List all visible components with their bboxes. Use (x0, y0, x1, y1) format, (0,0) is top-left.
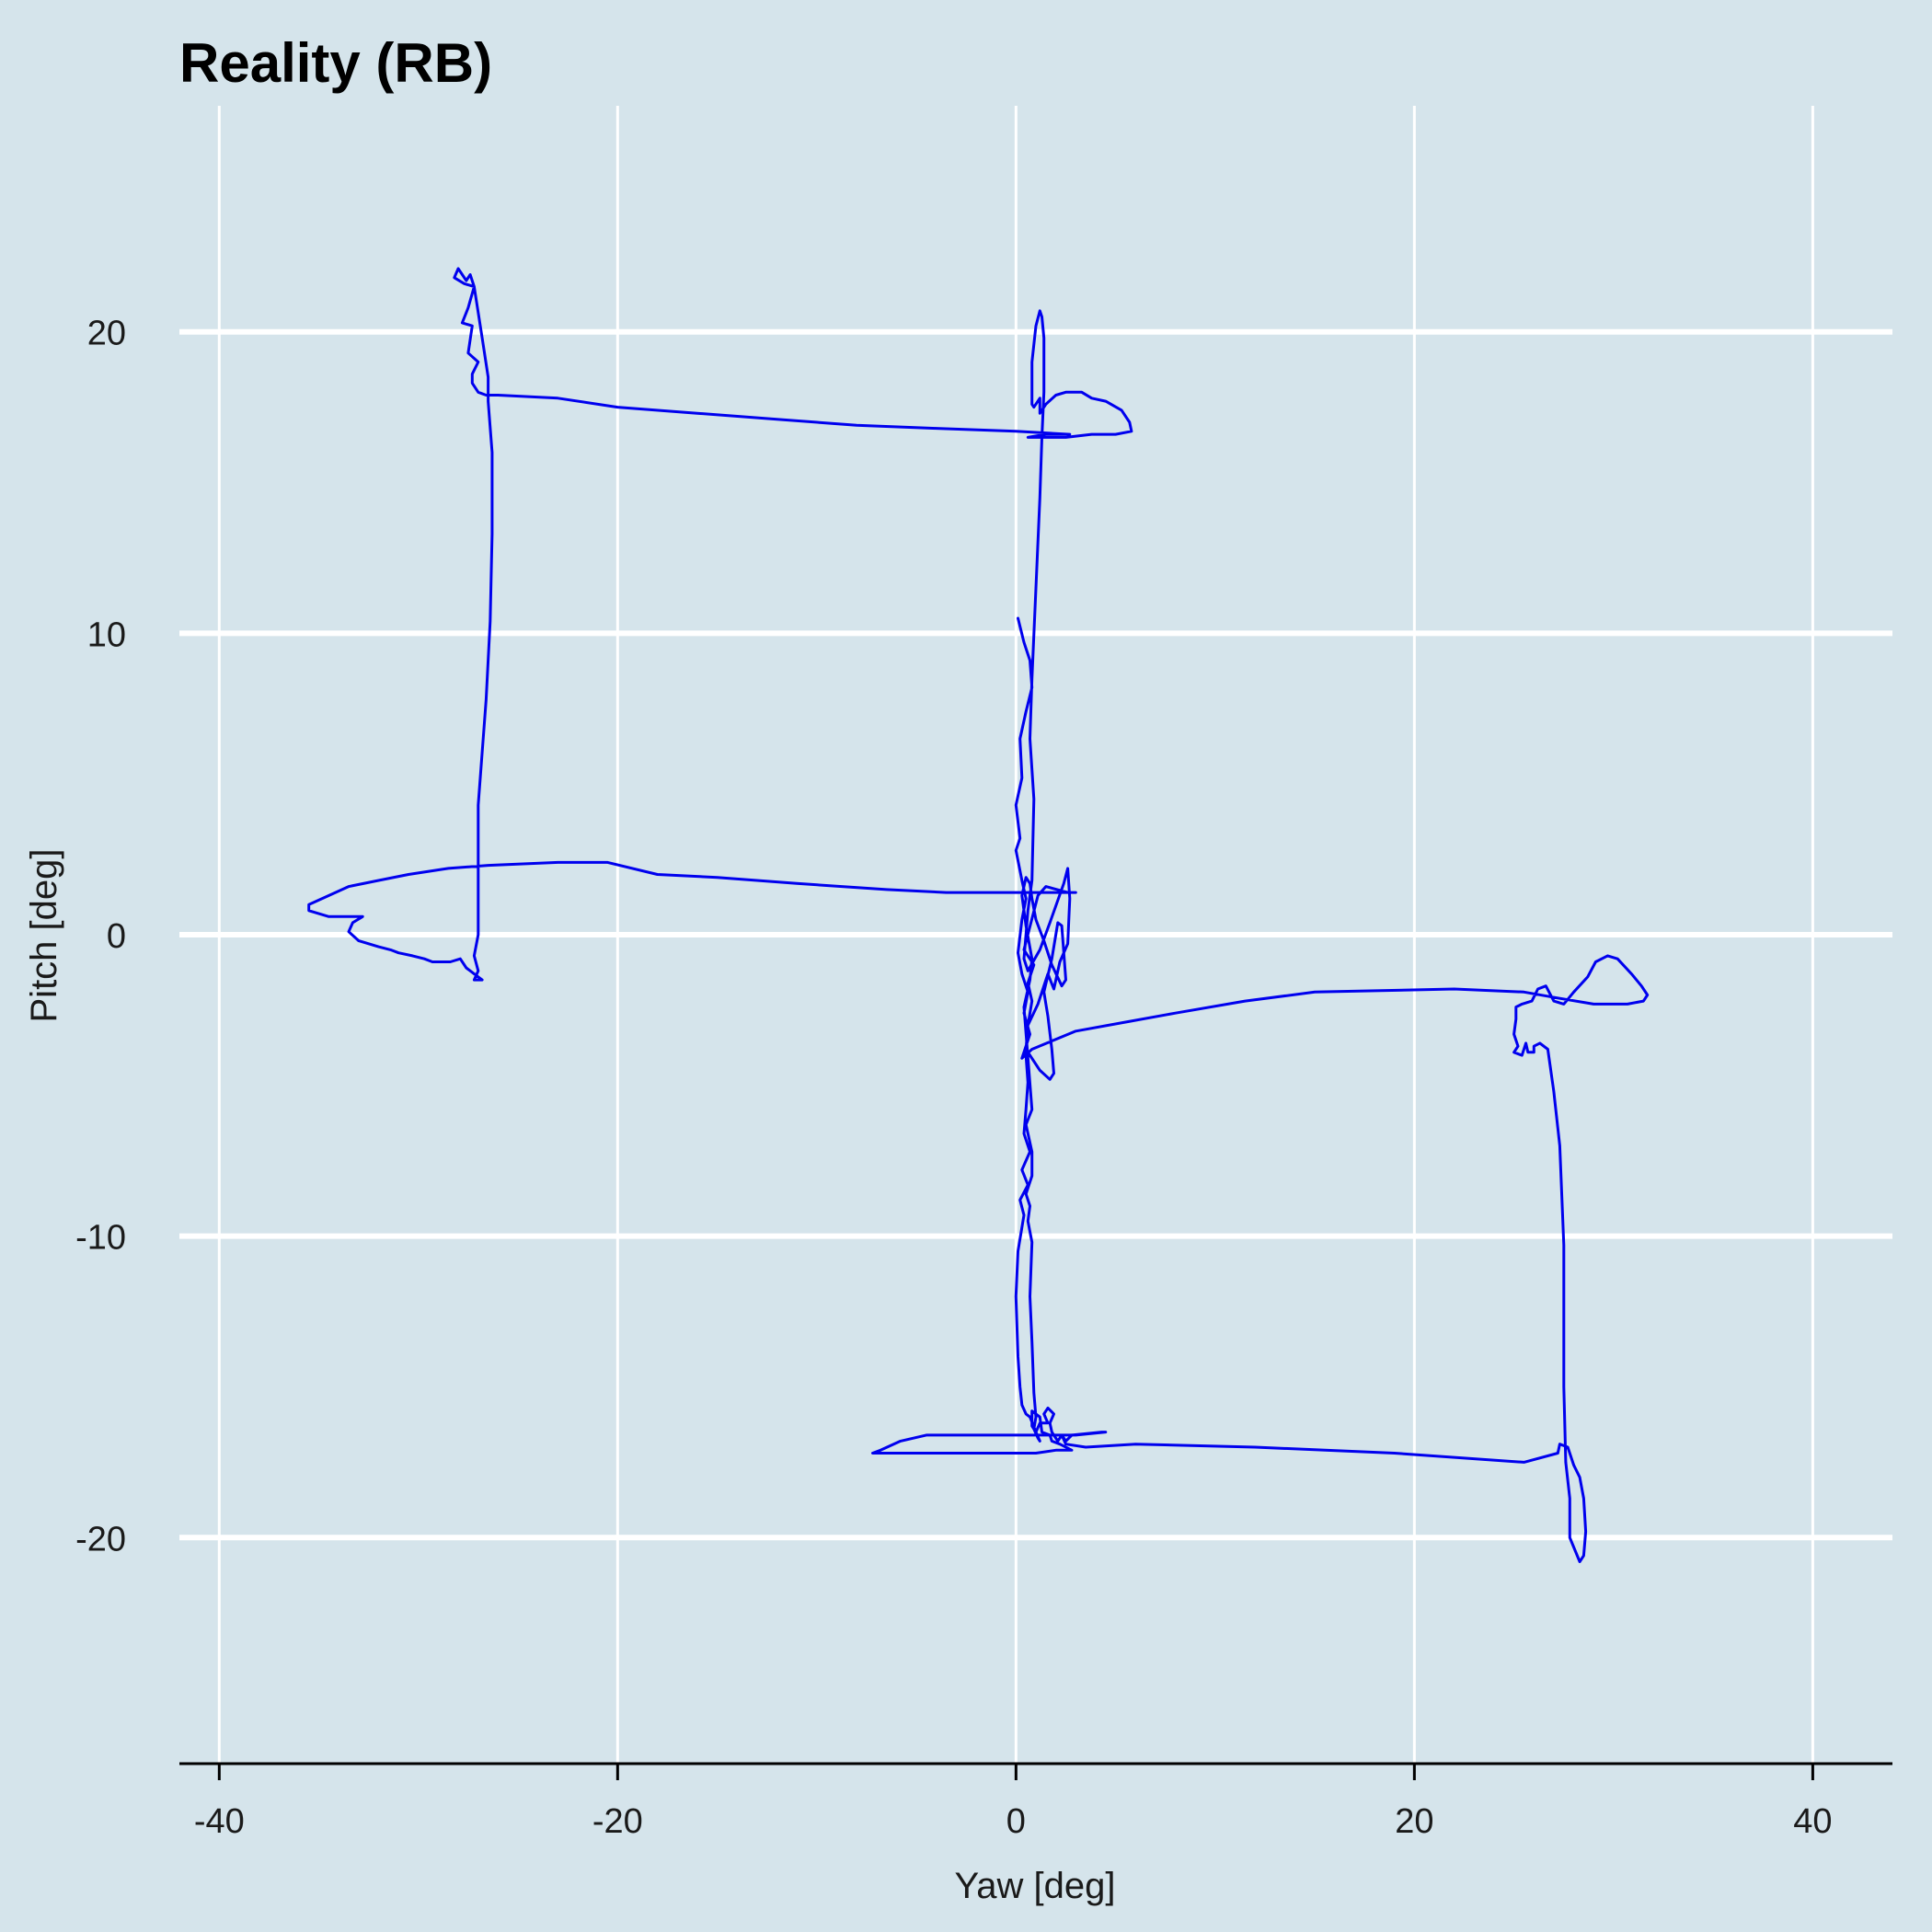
x-tick-label: 20 (1395, 1802, 1433, 1841)
y-tick-label: -10 (75, 1219, 126, 1258)
y-axis-ticks: -20 -10 0 10 20 (75, 315, 126, 1559)
series-layer (307, 267, 1650, 1563)
x-axis-ticks: -40 -20 0 20 40 (194, 1764, 1833, 1841)
y-tick-label: 0 (107, 917, 126, 956)
chart-title: Reality (RB) (179, 32, 492, 94)
x-tick-label: 40 (1793, 1802, 1832, 1841)
y-tick-label: -20 (75, 1520, 126, 1558)
y-tick-label: 20 (87, 315, 126, 353)
series-line (307, 267, 1650, 1563)
vertical-gridlines (217, 106, 1814, 1764)
y-axis-label: Pitch [deg] (24, 848, 64, 1022)
x-tick-label: -20 (592, 1802, 643, 1841)
x-tick-label: 0 (1006, 1802, 1026, 1841)
y-tick-label: 10 (87, 615, 126, 654)
x-axis-label: Yaw [deg] (955, 1866, 1116, 1906)
x-tick-label: -40 (194, 1802, 245, 1841)
